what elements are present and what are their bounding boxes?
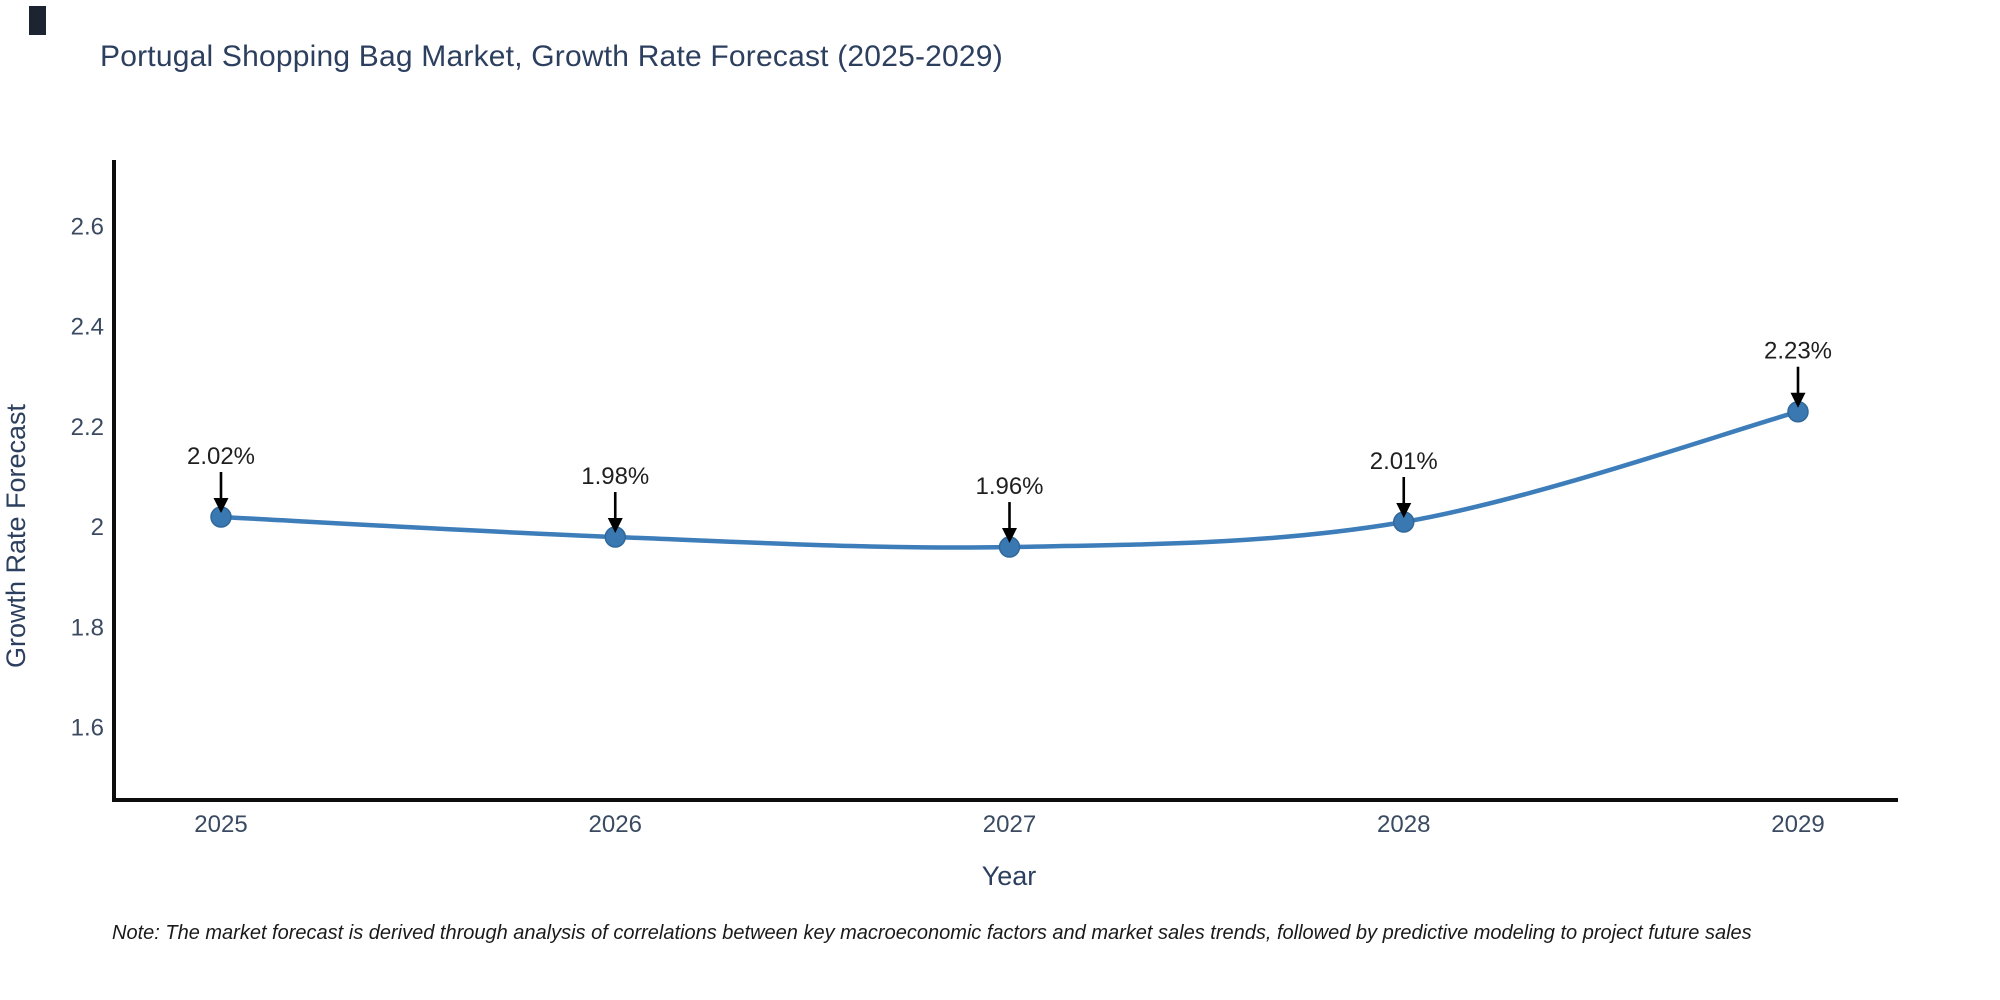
annotation-label: 2.23% (1764, 338, 1832, 365)
point-annotations: 2.02% 1.98% 1.96% 2.01% 2.23% (187, 338, 1832, 544)
annotation-arrowhead (1790, 392, 1806, 408)
x-axis-spine (112, 798, 1898, 802)
x-axis-title: Year (982, 861, 1037, 891)
annotation-arrowhead (1396, 502, 1412, 518)
y-tick-label: 1.6 (71, 715, 104, 742)
annotation-label: 2.01% (1370, 448, 1438, 475)
annotation-arrowhead (213, 497, 229, 513)
y-axis-title: Growth Rate Forecast (1, 403, 31, 668)
x-axis-tick-labels: 2025 2026 2027 2028 2029 (194, 811, 1824, 838)
y-tick-label: 1.8 (71, 614, 104, 641)
dark-corner-mark (29, 6, 46, 35)
footnote: Note: The market forecast is derived thr… (112, 922, 1752, 944)
series-markers (210, 400, 1809, 558)
y-tick-label: 2 (91, 514, 104, 541)
y-tick-label: 2.4 (71, 314, 104, 341)
annotation-arrowhead (1002, 528, 1017, 544)
y-axis-tick-labels: 1.6 1.8 2 2.2 2.4 2.6 (71, 213, 104, 741)
axis-spines (112, 160, 1898, 802)
x-tick-label: 2025 (194, 811, 247, 838)
y-axis-spine (112, 160, 116, 802)
x-tick-label: 2029 (1771, 811, 1824, 838)
x-tick-label: 2028 (1377, 811, 1430, 838)
x-tick-label: 2026 (589, 811, 642, 838)
y-tick-label: 2.2 (71, 414, 104, 441)
annotation-arrowhead (607, 518, 623, 534)
x-tick-label: 2027 (983, 811, 1036, 838)
annotation-label: 1.96% (975, 473, 1043, 500)
chart-title: Portugal Shopping Bag Market, Growth Rat… (100, 40, 1003, 73)
y-tick-label: 2.6 (71, 213, 104, 240)
annotation-label: 2.02% (187, 443, 255, 470)
annotation-label: 1.98% (581, 463, 649, 490)
